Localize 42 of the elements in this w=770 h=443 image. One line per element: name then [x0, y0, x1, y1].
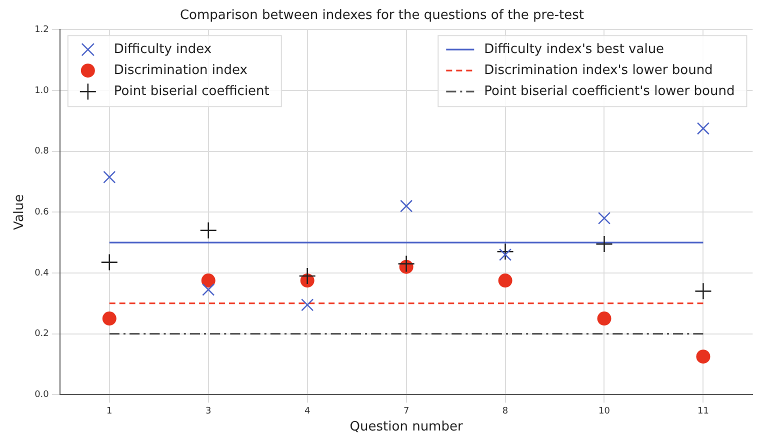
point: [400, 200, 413, 212]
x-tick-label: 7: [403, 406, 410, 416]
x-tick-label: 3: [206, 406, 212, 416]
point: [100, 254, 118, 271]
legend-label: Discrimination index: [114, 62, 248, 78]
point: [301, 298, 314, 312]
y-tick-label: 1.2: [34, 24, 49, 35]
point: [200, 222, 218, 239]
x-axis-title: Question number: [350, 420, 464, 435]
legend-label: Difficulty index's best value: [484, 42, 664, 57]
point: [201, 274, 216, 288]
point: [598, 212, 611, 224]
y-tick-label: 0.2: [34, 329, 49, 340]
point: [498, 274, 512, 288]
point: [298, 267, 316, 285]
point: [597, 312, 612, 326]
x-tick-label: 11: [697, 406, 709, 416]
chart-title: Comparison between indexes for the questions of the pre-test: [180, 8, 584, 24]
x-tick-label: 8: [502, 406, 508, 416]
y-tick-label: 0.8: [34, 146, 50, 157]
point: [696, 122, 710, 135]
y-tick-label: 0.4: [34, 268, 50, 278]
y-tick-label: 0.6: [34, 207, 50, 218]
y-tick-label: 1.0: [34, 86, 50, 96]
point: [596, 235, 613, 253]
point: [202, 283, 215, 296]
point: [103, 170, 116, 184]
x-tick-label: 10: [598, 406, 610, 416]
legend-label: Point biserial coefficient's lower bound: [484, 84, 735, 99]
legend-label: Point biserial coefficient: [114, 84, 270, 99]
legend-label: Discrimination index's lower bound: [484, 62, 713, 78]
point: [102, 312, 116, 326]
y-axis-title: Value: [12, 194, 28, 230]
point: [398, 255, 415, 272]
point: [496, 242, 514, 260]
x-tick-label: 1: [106, 406, 112, 416]
point: [694, 282, 712, 300]
point: [696, 350, 710, 364]
y-tick-label: 0.0: [34, 390, 50, 400]
x-tick-label: 4: [304, 406, 310, 416]
point: [498, 248, 512, 261]
legend-label: Difficulty index: [114, 42, 212, 57]
